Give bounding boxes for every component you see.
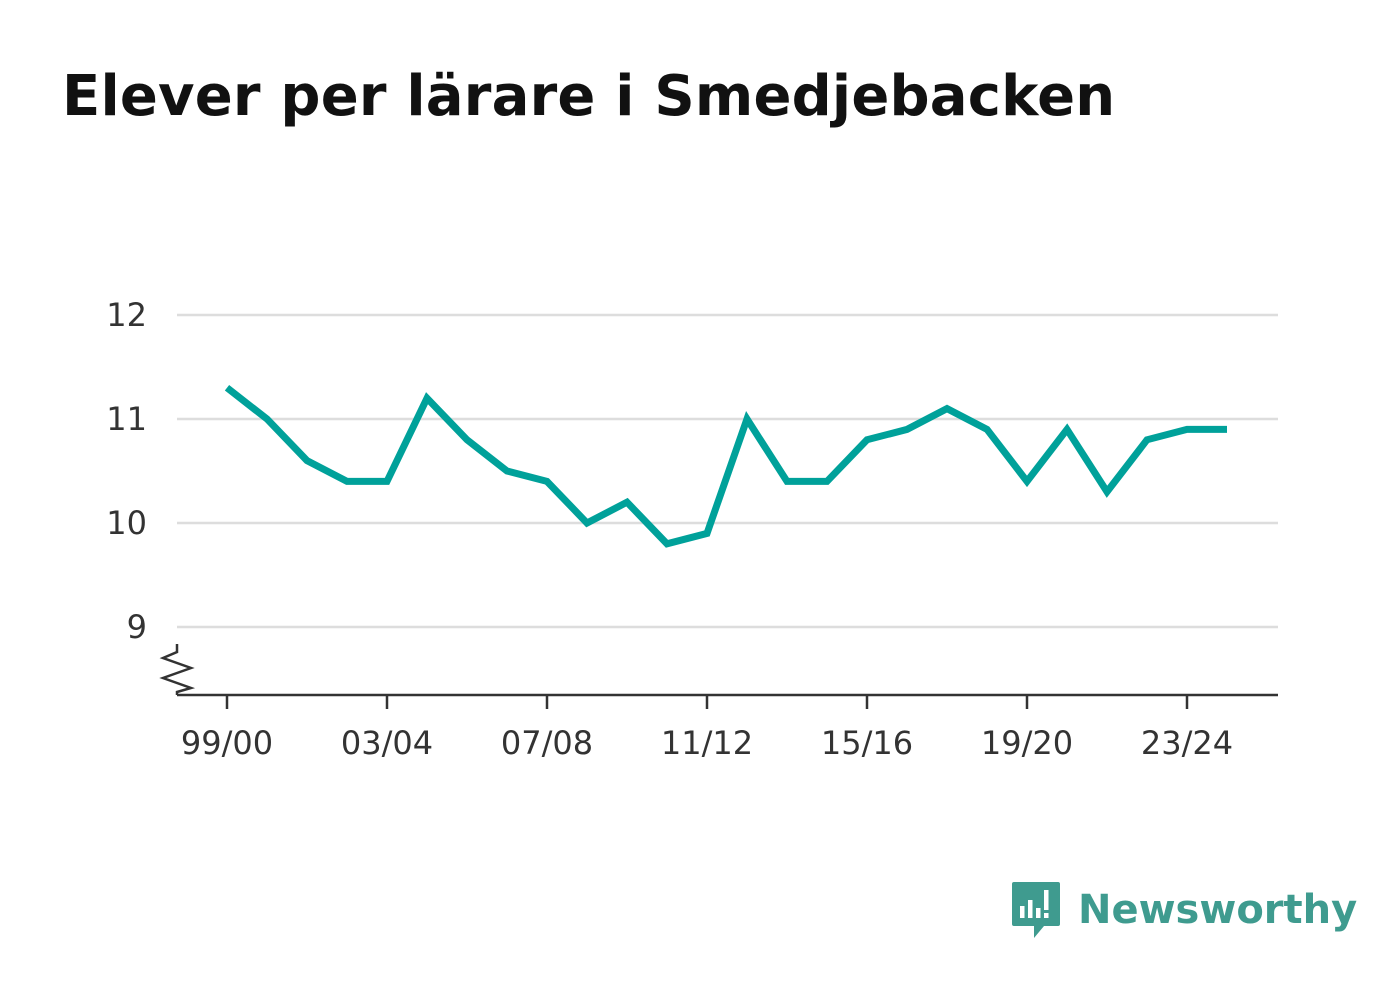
y-tick-label: 10 bbox=[106, 504, 147, 542]
x-tick-label: 11/12 bbox=[661, 724, 753, 762]
y-tick-label: 9 bbox=[127, 608, 147, 646]
y-axis-break-icon bbox=[159, 644, 196, 695]
x-axis-labels: 99/00 03/04 07/08 11/12 15/16 19/20 23/24 bbox=[181, 724, 1233, 762]
y-tick-label: 12 bbox=[106, 296, 147, 334]
series-line bbox=[224, 385, 1227, 548]
chart-title: Elever per lärare i Smedjebacken bbox=[62, 64, 1116, 129]
y-tick-label: 11 bbox=[106, 400, 147, 438]
grid-lines bbox=[177, 313, 1278, 629]
series-group bbox=[224, 385, 1227, 548]
brand-name: Newsworthy bbox=[1078, 887, 1358, 933]
y-axis-labels: 9 10 11 12 bbox=[106, 296, 147, 646]
x-tick-label: 03/04 bbox=[341, 724, 433, 762]
x-tick-label: 15/16 bbox=[821, 724, 913, 762]
x-tick-label: 23/24 bbox=[1141, 724, 1233, 762]
x-tick-label: 19/20 bbox=[981, 724, 1073, 762]
newsworthy-logo-icon bbox=[1012, 882, 1060, 938]
x-tick-label: 99/00 bbox=[181, 724, 273, 762]
brand-logo: Newsworthy bbox=[1010, 878, 1357, 942]
x-axis-ticks bbox=[225, 695, 1189, 709]
x-tick-label: 07/08 bbox=[501, 724, 593, 762]
